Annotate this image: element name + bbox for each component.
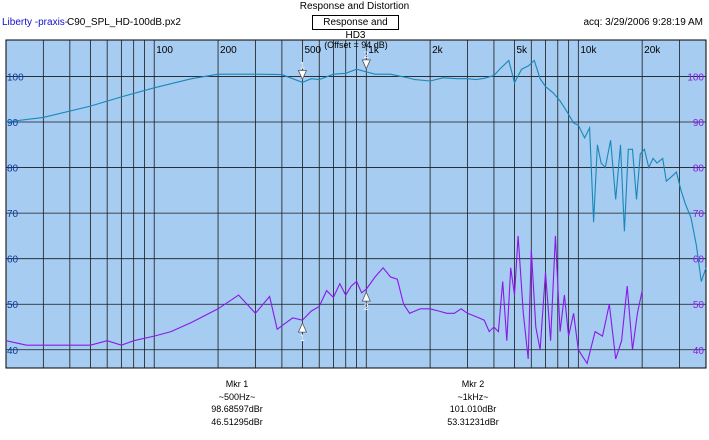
marker-1-label: 1 [300,333,305,343]
marker-1-readout: Mkr 1 ~500Hz~ 98.68597dBr 46.51295dBr [182,378,292,428]
x-tick-label: 2k [432,45,444,56]
y-tick-label-right: 100 [687,72,704,83]
plot-area [5,39,707,369]
y-tick-label-left: 90 [7,118,19,129]
y-tick-label-left: 100 [7,72,24,83]
y-tick-label-right: 70 [693,209,705,220]
y-tick-label-left: 60 [7,255,19,266]
x-tick-label: 200 [220,45,237,56]
app-name-label: Liberty -praxis- [2,17,69,28]
marker-2-hd3-value: 53.31231dBr [447,416,499,427]
file-name-label: C90_SPL_HD-100dB.px2 [67,17,181,28]
y-tick-label-left: 80 [7,164,19,175]
y-tick-label-right: 80 [693,164,705,175]
x-tick-label: 20k [644,45,661,56]
marker-1-title: Mkr 1 [225,379,249,389]
acquisition-timestamp: acq: 3/29/2006 9:28:19 AM [583,17,703,28]
marker-2-label: 2 [364,302,369,312]
marker-2-label: 2 [364,50,369,60]
marker-1-response-value: 98.68597dBr [211,404,263,414]
offset-label: (Offset = 94 dB) [324,40,388,50]
marker-1-hd3-value: 46.51295dBr [211,416,263,427]
response-series-line [5,59,707,282]
x-tick-label: 10k [580,45,597,56]
x-tick-label: 1k [368,45,380,56]
chart-title: Response and Distortion [299,1,410,12]
y-tick-label-left: 50 [7,300,19,311]
y-tick-label-left: 40 [7,346,19,357]
y-tick-label-right: 50 [693,300,705,311]
hd3-series-line [5,235,643,365]
marker-2-pointer [361,291,371,302]
marker-1-label: 1 [300,60,305,70]
x-tick-label: 5k [516,45,528,56]
marker-2-readout: Mkr 2 ~1kHz~ 101.010dBr 53.31231dBr [418,378,528,428]
marker-1-frequency: ~500Hz~ [218,391,256,402]
marker-2-response-value: 101.010dBr [449,404,497,414]
marker-1-pointer [297,322,308,333]
y-tick-label-right: 40 [693,346,705,357]
x-tick-label: 500 [304,45,321,56]
mode-selector-button[interactable]: Response and HD3 [312,15,399,41]
y-tick-label-right: 90 [693,118,705,129]
marker-2-frequency: ~1kHz~ [457,391,489,402]
y-tick-label-left: 70 [7,209,19,220]
marker-1-pointer [297,70,308,81]
marker-2-pointer [361,59,371,70]
x-tick-label: 100 [156,45,173,56]
marker-2-title: Mkr 2 [461,379,485,389]
